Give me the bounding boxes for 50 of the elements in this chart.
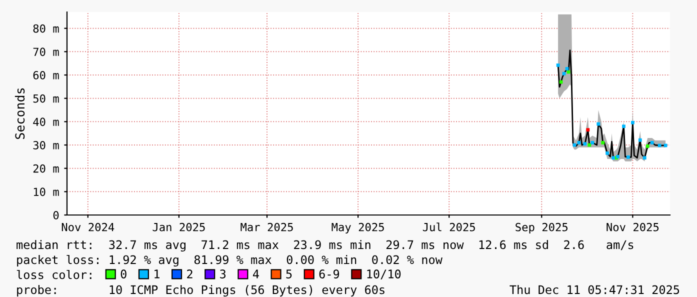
- text: median rtt: 32.7 ms avg 71.2 ms max 23.9 ms min 29.7 ms now 12.6 ms sd 2.6 am/s: [16, 240, 634, 252]
- x-tick-label: Mar 2025: [240, 222, 293, 232]
- x-tick-label: Nov 2024: [62, 222, 114, 232]
- x-tick-label: Jan 2025: [152, 222, 205, 232]
- point: [556, 64, 560, 67]
- legend-label: 4: [252, 270, 259, 278]
- y-tick-label: 30 m: [33, 141, 59, 150]
- legend-label: 1: [154, 270, 160, 278]
- point: [577, 140, 581, 144]
- point: [606, 151, 610, 155]
- point: [612, 156, 615, 160]
- legend-label: 6-9: [319, 270, 340, 278]
- text: packet loss: 1.92 % avg 81.99 % max 0.00 % min 0.02 % now: [17, 254, 442, 267]
- y-tick-label: 40 m: [33, 118, 59, 126]
- point: [590, 140, 594, 144]
- point: [601, 140, 605, 144]
- x-tick-label: Jul 2025: [422, 222, 475, 232]
- legend-label: 2: [187, 270, 192, 278]
- point: [638, 138, 642, 142]
- legend-label: 0: [120, 270, 126, 278]
- x-tick-label: Nov 2025: [606, 222, 659, 232]
- point: [658, 144, 662, 148]
- y-tick-label: 0: [53, 211, 59, 220]
- text: Thu Dec 11 05:47:31 2025: [510, 285, 680, 294]
- line-series: [557, 50, 666, 159]
- point: [650, 140, 654, 144]
- y-tick-label: 70 m: [33, 48, 59, 56]
- point: [622, 124, 626, 128]
- text: loss color:: [16, 270, 92, 280]
- x-tick-label: May 2025: [332, 222, 384, 234]
- y-axis-title: Seconds: [14, 88, 25, 139]
- point: [642, 156, 646, 160]
- point: [565, 67, 569, 70]
- point: [586, 128, 590, 132]
- point: [626, 155, 630, 159]
- legend-label: 3: [220, 270, 226, 278]
- legend-label: 10/10: [367, 270, 401, 280]
- text: probe: 10 ICMP Echo Pings (56 Bytes) every 60s: [17, 285, 384, 297]
- point: [630, 120, 634, 124]
- y-tick-label: 50 m: [33, 94, 59, 103]
- point: [562, 72, 566, 76]
- y-tick-label: 60 m: [33, 71, 59, 80]
- point: [646, 144, 650, 148]
- x-tick-label: Sep 2025: [516, 222, 568, 234]
- legend-label: 5: [286, 270, 292, 278]
- point: [596, 122, 600, 126]
- y-tick-label: 80 m: [33, 24, 59, 33]
- point: [583, 142, 587, 146]
- y-tick-label: 10 m: [34, 188, 59, 196]
- y-tick-label: 20 m: [33, 164, 59, 173]
